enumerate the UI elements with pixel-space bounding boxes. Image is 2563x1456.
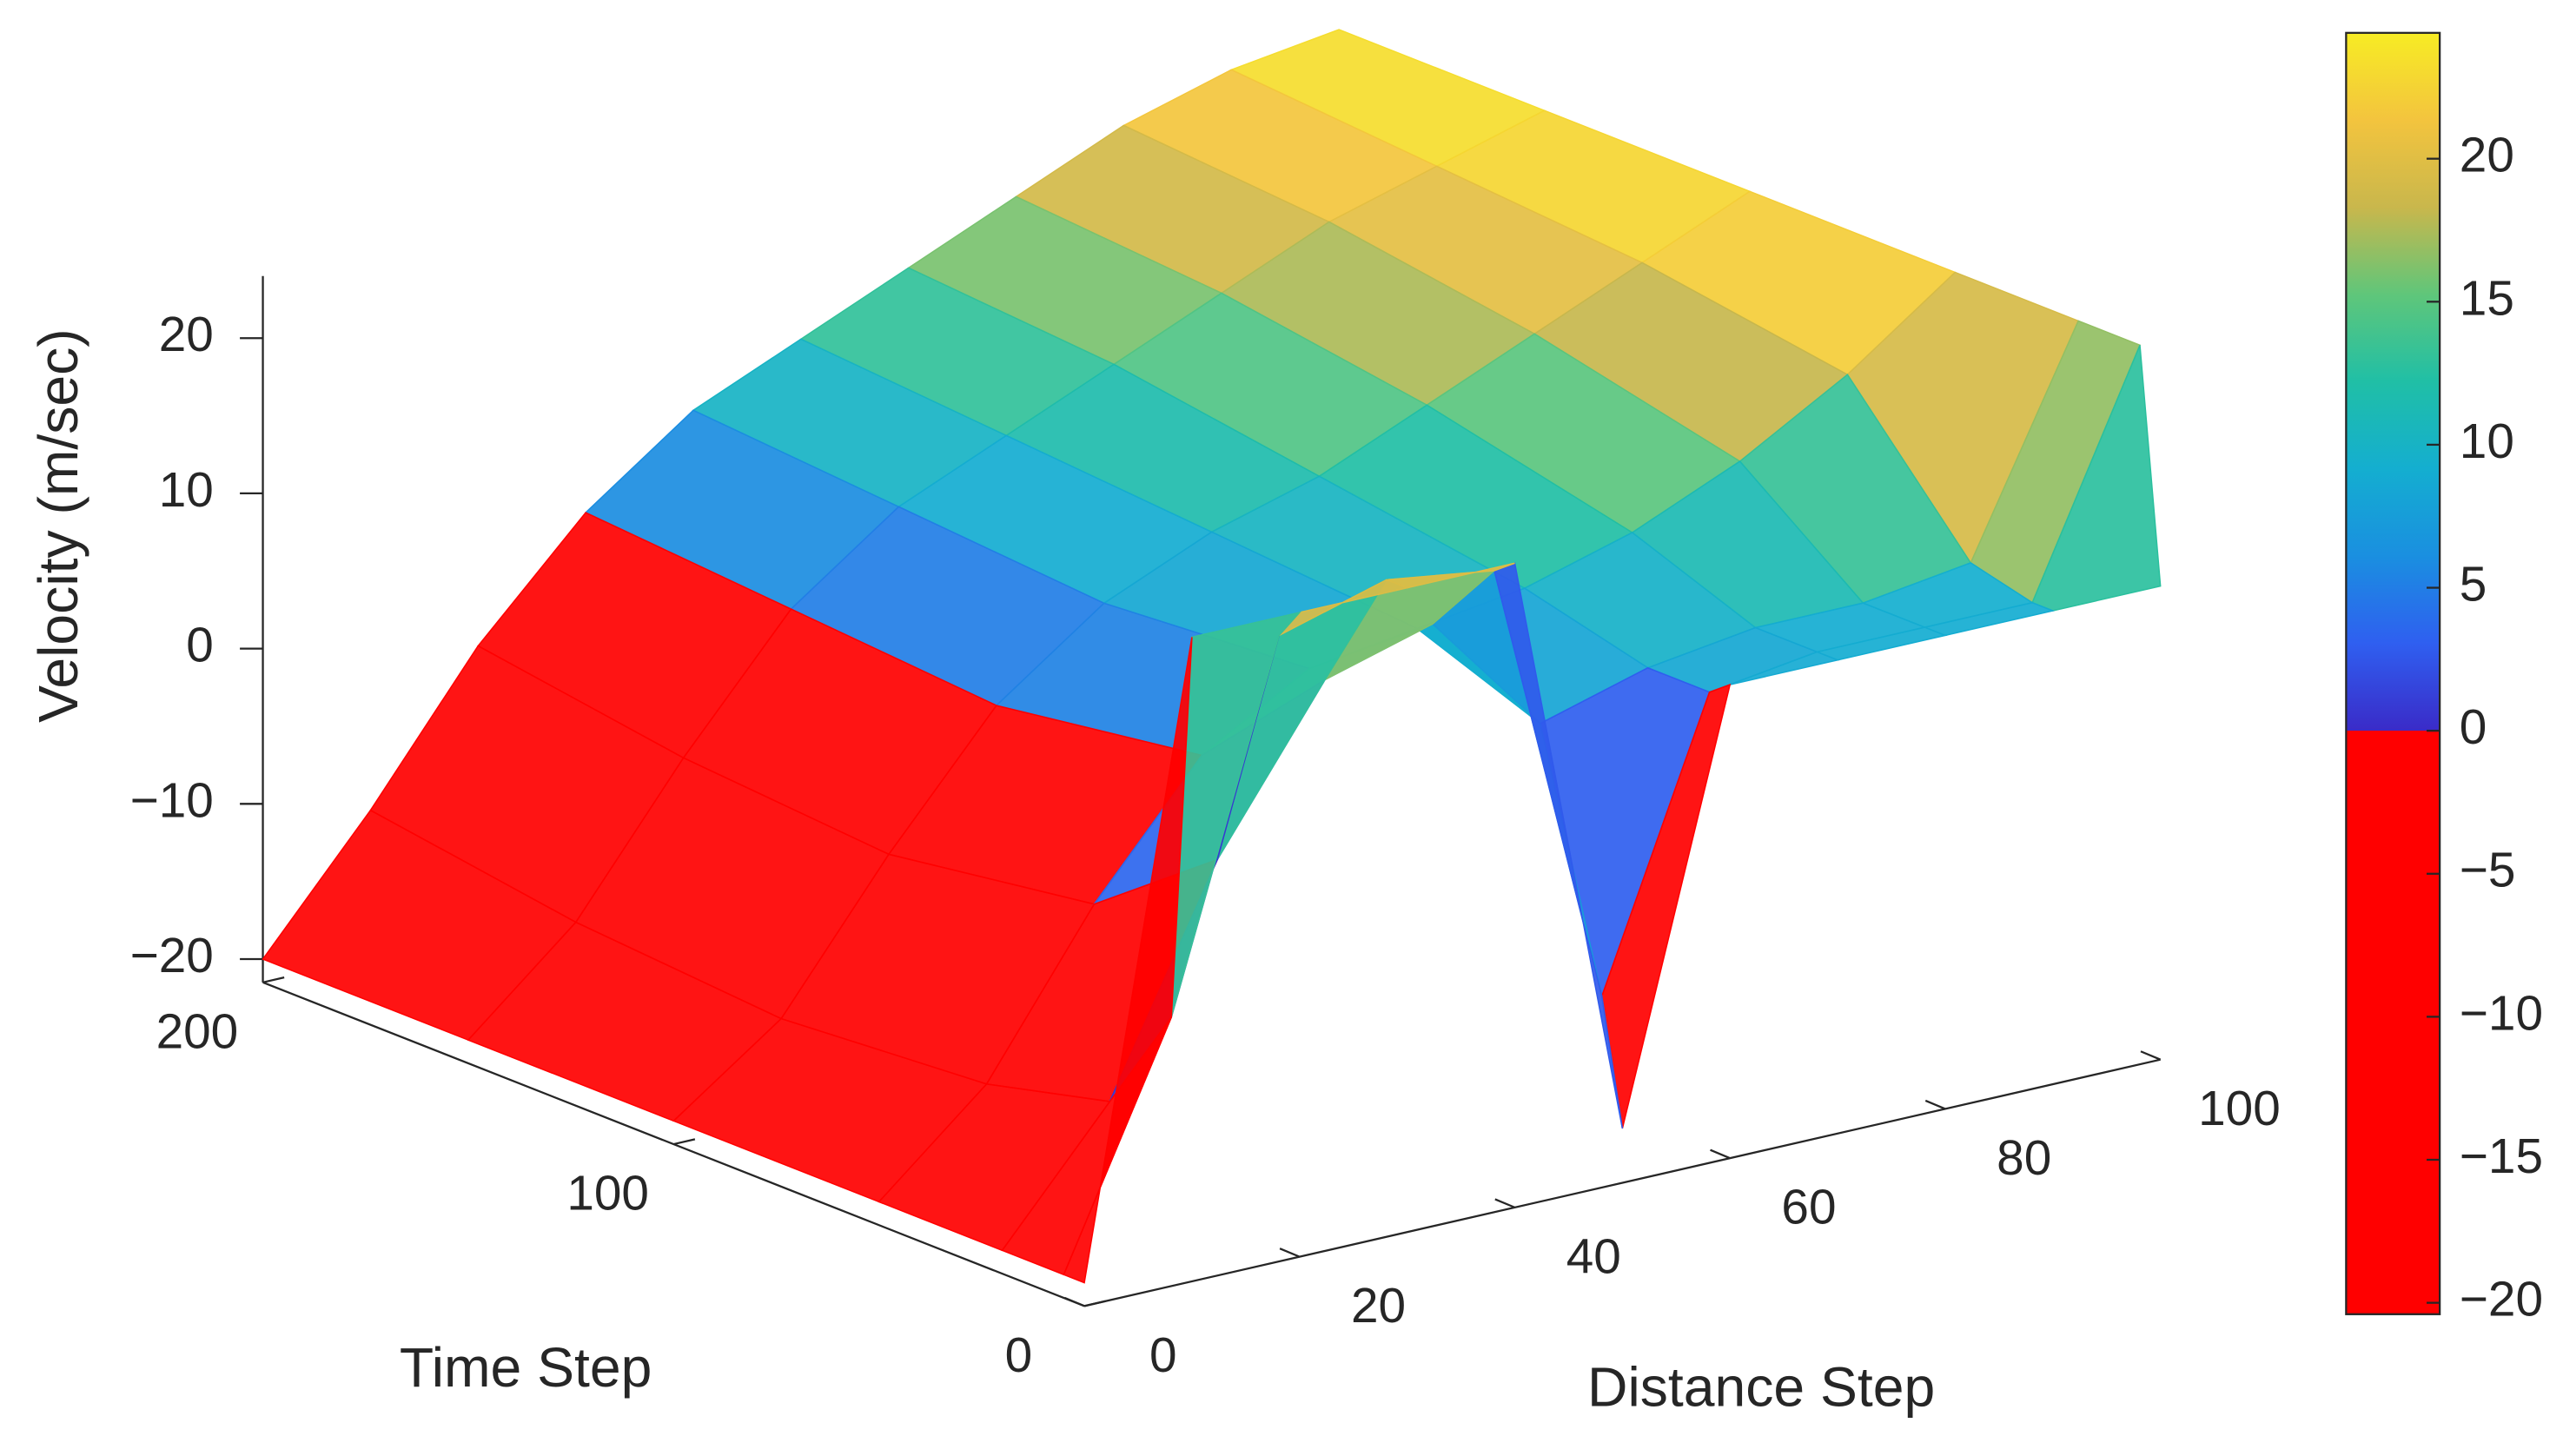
y-tick — [673, 1138, 696, 1146]
z-tick-label: −20 — [130, 929, 214, 983]
x-tick — [1924, 1099, 1946, 1110]
colorbar — [2345, 31, 2441, 1315]
colorbar-tick-label: −10 — [2460, 986, 2543, 1041]
colorbar-tick-label: 15 — [2460, 271, 2514, 326]
colorbar-tick-label: −15 — [2460, 1129, 2543, 1184]
x-tick-label: 80 — [1997, 1131, 2051, 1186]
z-tick-label: 10 — [159, 463, 214, 518]
z-tick-label: 0 — [186, 619, 214, 673]
plot-area: Time Step Distance Step Velocity (m/sec)… — [27, 29, 2543, 1419]
x-axis-label: Distance Step — [1587, 1356, 1935, 1419]
y-tick-label: 0 — [1005, 1328, 1033, 1383]
surface-patch — [1063, 637, 1193, 1284]
x-tick — [1063, 1296, 1085, 1307]
y-tick-label: 200 — [156, 1004, 239, 1059]
surface — [262, 29, 2162, 1284]
x-tick — [1494, 1198, 1515, 1208]
x-tick — [1710, 1148, 1731, 1160]
z-axis-label: Velocity (m/sec) — [27, 328, 89, 723]
z-tick-label: 20 — [159, 308, 214, 362]
x-tick-label: 40 — [1566, 1229, 1621, 1284]
x-tick-label: 0 — [1149, 1328, 1177, 1383]
colorbar-tick-label: −20 — [2460, 1273, 2543, 1327]
z-tick-label: −10 — [130, 773, 214, 828]
x-tick-label: 100 — [2198, 1082, 2281, 1136]
colorbar-tick-label: −5 — [2460, 844, 2516, 898]
x-tick — [1279, 1248, 1301, 1258]
x-tick — [2140, 1050, 2162, 1061]
x-axis-line — [1083, 1058, 2161, 1307]
y-axis-label: Time Step — [400, 1336, 652, 1399]
colorbar-tick-label: 5 — [2460, 558, 2487, 612]
colorbar-tick-label: 20 — [2460, 129, 2514, 183]
x-tick-label: 60 — [1781, 1181, 1836, 1235]
colorbar-tick-label: 0 — [2460, 700, 2487, 755]
y-tick-label: 100 — [566, 1167, 649, 1221]
colorbar-tick-label: 10 — [2460, 414, 2514, 469]
x-tick-label: 20 — [1351, 1279, 1406, 1334]
y-tick — [262, 976, 285, 983]
